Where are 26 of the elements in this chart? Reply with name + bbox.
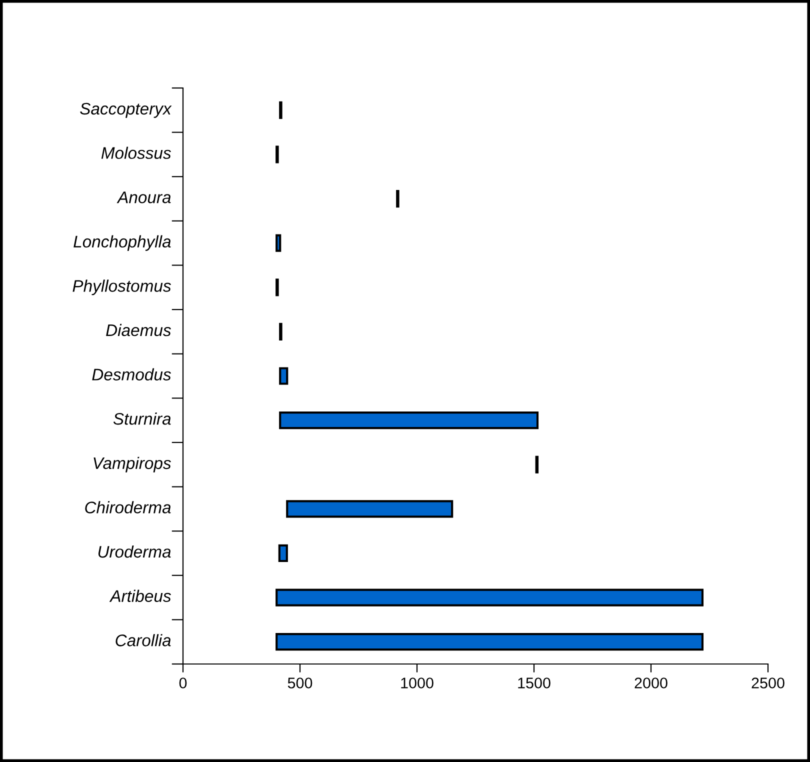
y-tick-label: Molossus [101, 146, 171, 159]
bar [276, 588, 704, 606]
bar [279, 367, 288, 385]
bar [276, 234, 282, 252]
bar [279, 412, 539, 430]
bar [286, 500, 454, 518]
x-tick-label: 1000 [401, 678, 434, 688]
y-tick-label: Carollia [116, 634, 171, 646]
y-tick-label: Anoura [116, 192, 171, 204]
y-tick-label: Diaemus [106, 324, 171, 336]
y-tick-label: Lonchophylla [74, 235, 171, 251]
y-tick-label: Desmodus [92, 368, 171, 380]
y-tick-label: Uroderma [98, 545, 171, 558]
y-tick-label: Phyllostomus [72, 280, 171, 296]
y-tick-label: Sturnira [113, 412, 171, 425]
x-tick-label: 1500 [518, 678, 550, 688]
y-tick-label: Saccopteryx [80, 102, 172, 118]
x-tick-label: 0 [179, 678, 187, 688]
x-tick-label: 500 [288, 678, 312, 688]
y-tick-label: Chiroderma [85, 501, 171, 514]
bar [276, 633, 704, 651]
bar [278, 544, 288, 562]
y-tick-label: Vampirops [94, 456, 171, 472]
x-tick-label: 2500 [752, 678, 784, 688]
x-tick-label: 2000 [634, 678, 668, 688]
y-tick-label: Artibeus [109, 590, 171, 602]
